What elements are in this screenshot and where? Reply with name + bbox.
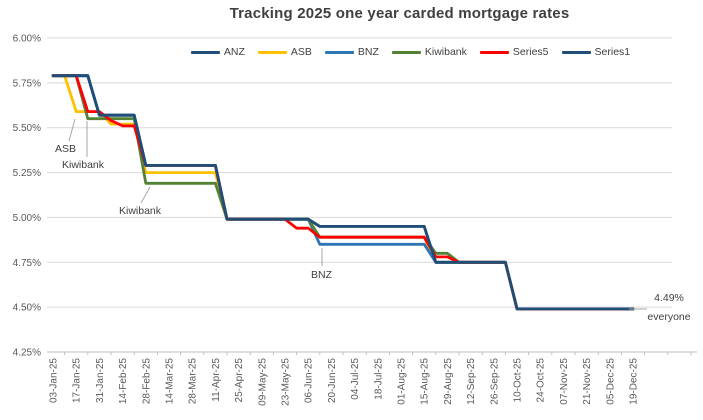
x-axis-tick-label: 17-Jan-25 (72, 358, 83, 403)
legend-item-series1[interactable]: Series1 (561, 46, 631, 58)
legend-line-swatch (479, 50, 509, 54)
x-axis-tick-label: 01-Aug-25 (397, 358, 408, 405)
series-line-series1 (51, 74, 635, 311)
x-axis-tick-label: 05-Dec-25 (605, 358, 616, 405)
x-axis-tick-label: 03-Jan-25 (49, 358, 60, 403)
x-axis-tick-label: 09-May-25 (257, 358, 268, 406)
x-axis-tick-label: 29-Aug-25 (443, 358, 454, 405)
annotation-label: BNZ (311, 269, 333, 281)
x-axis-tick-label: 21-Nov-25 (582, 358, 593, 405)
series-line-series5 (51, 74, 635, 311)
series-line-asb (51, 74, 635, 311)
x-axis-tick-label: 10-Oct-25 (513, 358, 524, 403)
series-line-bnz (51, 74, 635, 311)
x-axis-tick-label: 07-Nov-25 (559, 358, 570, 405)
x-axis-tick-label: 28-Feb-25 (141, 358, 152, 405)
x-axis-tick-label: 18-Jul-25 (373, 358, 384, 400)
annotation-label: Kiwibank (62, 159, 105, 171)
x-axis-tick-label: 12-Sep-25 (466, 358, 477, 405)
y-axis-tick-label: 6.00% (13, 34, 41, 45)
x-axis-tick-label: 14-Mar-25 (165, 358, 176, 405)
x-axis-tick-label: 06-Jun-25 (304, 358, 315, 403)
x-axis-tick-label: 04-Jul-25 (350, 358, 361, 400)
x-axis-tick-label: 26-Sep-25 (489, 358, 500, 405)
legend-line-swatch (561, 50, 591, 54)
chart-title: Tracking 2025 one year carded mortgage r… (229, 5, 570, 22)
x-axis-tick-label: 31-Jan-25 (95, 358, 106, 403)
legend-label: BNZ (357, 46, 379, 58)
x-axis-tick-label: 24-Oct-25 (536, 358, 547, 403)
legend-line-swatch (324, 50, 354, 54)
annotation-leader-line (140, 186, 151, 204)
legend-line-swatch (391, 50, 421, 54)
y-axis-tick-label: 5.25% (13, 168, 41, 179)
legend-item-series5[interactable]: Series5 (479, 46, 549, 58)
legend-label: ASB (290, 46, 312, 58)
annotation-leader-line (68, 118, 76, 142)
x-axis-tick-label: 25-Apr-25 (234, 358, 245, 403)
series-line-kiwibank (51, 74, 635, 311)
annotation-label: Kiwibank (119, 205, 162, 217)
legend-label: ANZ (223, 46, 245, 58)
legend-line-swatch (190, 50, 220, 54)
legend-item-bnz[interactable]: BNZ (324, 46, 379, 58)
x-axis-tick-label: 19-Dec-25 (629, 358, 640, 405)
y-axis-tick-label: 4.25% (13, 348, 41, 359)
legend-label: Series5 (512, 46, 549, 58)
legend-label: Series1 (594, 46, 631, 58)
annotation-label: everyone (647, 311, 690, 323)
x-axis-tick-label: 20-Jun-25 (327, 358, 338, 403)
x-axis-tick-label: 23-May-25 (281, 358, 292, 406)
legend-item-kiwibank[interactable]: Kiwibank (391, 46, 467, 58)
y-axis-tick-label: 5.00% (13, 213, 41, 224)
series-line-anz (51, 74, 635, 311)
x-axis-tick-label: 14-Feb-25 (118, 358, 129, 405)
annotation-label: ASB (55, 143, 76, 155)
y-axis-tick-label: 5.50% (13, 123, 41, 134)
legend: ANZ ASB BNZ Kiwibank Series5 Series1 (128, 46, 693, 58)
legend-line-swatch (257, 50, 287, 54)
y-axis-tick-label: 4.50% (13, 303, 41, 314)
x-axis-tick-label: 28-Mar-25 (188, 358, 199, 405)
legend-item-anz[interactable]: ANZ (190, 46, 245, 58)
x-axis-tick-label: 15-Aug-25 (420, 358, 431, 405)
annotation-label: 4.49% (654, 292, 684, 304)
legend-label: Kiwibank (424, 46, 467, 58)
legend-item-asb[interactable]: ASB (257, 46, 312, 58)
y-axis-tick-label: 4.75% (13, 258, 41, 269)
x-axis-tick-label: 11-Apr-25 (211, 358, 222, 402)
y-axis-tick-label: 5.75% (13, 78, 41, 89)
